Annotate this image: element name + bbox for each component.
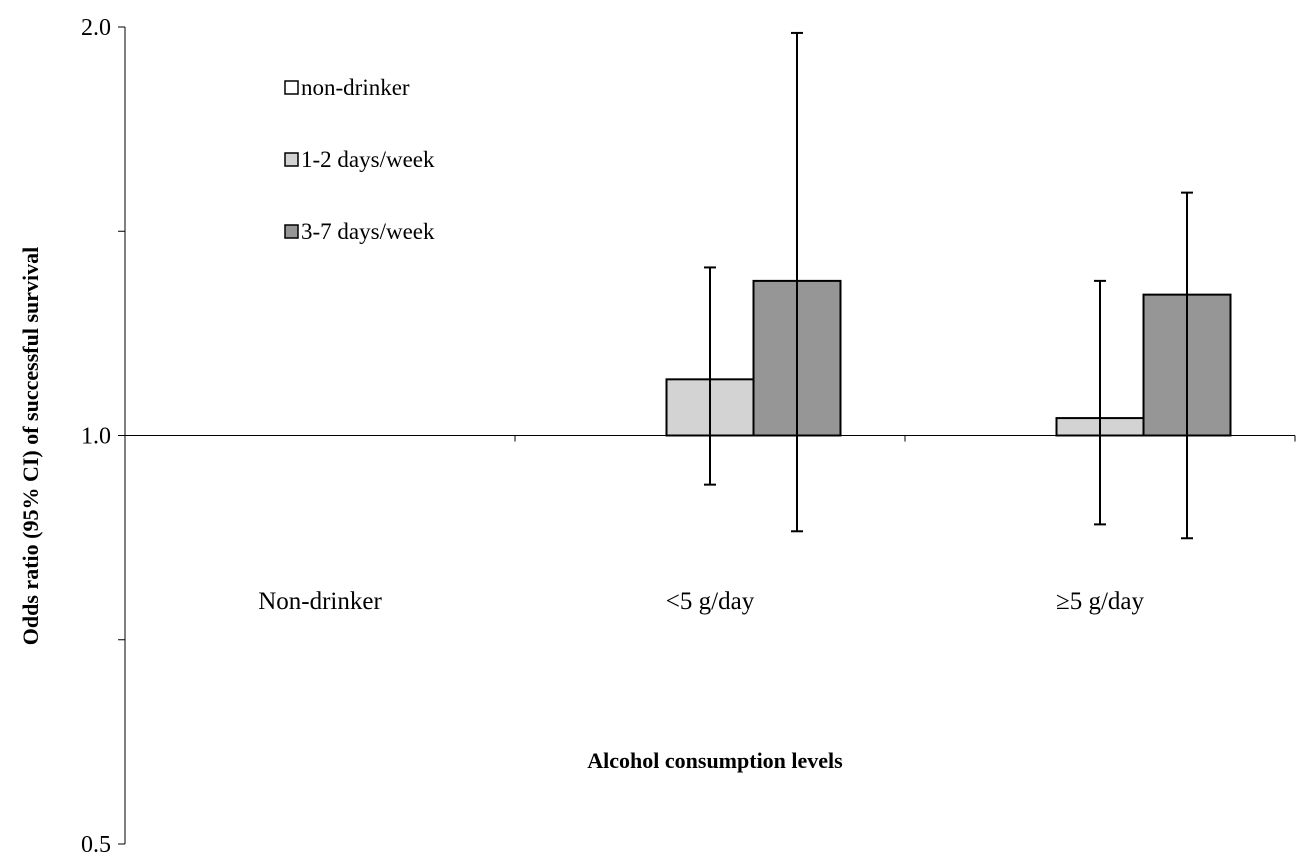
error-bars (704, 31, 1193, 540)
x-ticks (124, 435, 1296, 442)
y-tick-label: 0.5 (81, 832, 111, 858)
legend-swatch (284, 80, 299, 95)
category-label: Non-drinker (258, 588, 382, 615)
x-axis-label: Alcohol consumption levels (587, 748, 843, 773)
legend-swatch (284, 224, 299, 239)
category-label: ≥5 g/day (1056, 588, 1145, 615)
y-tick-label: 1.0 (81, 424, 111, 450)
legend-label: non-drinker (301, 75, 410, 100)
bars (665, 279, 1232, 437)
legend-label: 1-2 days/week (301, 147, 435, 172)
legend-label: 3-7 days/week (301, 219, 435, 244)
y-tick-label: 2.0 (81, 15, 111, 41)
legend-swatch (284, 152, 299, 167)
y-axis-label: Odds ratio (95% CI) of successful surviv… (18, 247, 43, 645)
y-ticks: 0.5 1.0 2.0 (81, 15, 125, 858)
category-labels: Non-drinker <5 g/day ≥5 g/day (258, 588, 1144, 615)
legend: non-drinker 1-2 days/week 3-7 days/week (284, 75, 435, 244)
category-label: <5 g/day (666, 588, 755, 615)
